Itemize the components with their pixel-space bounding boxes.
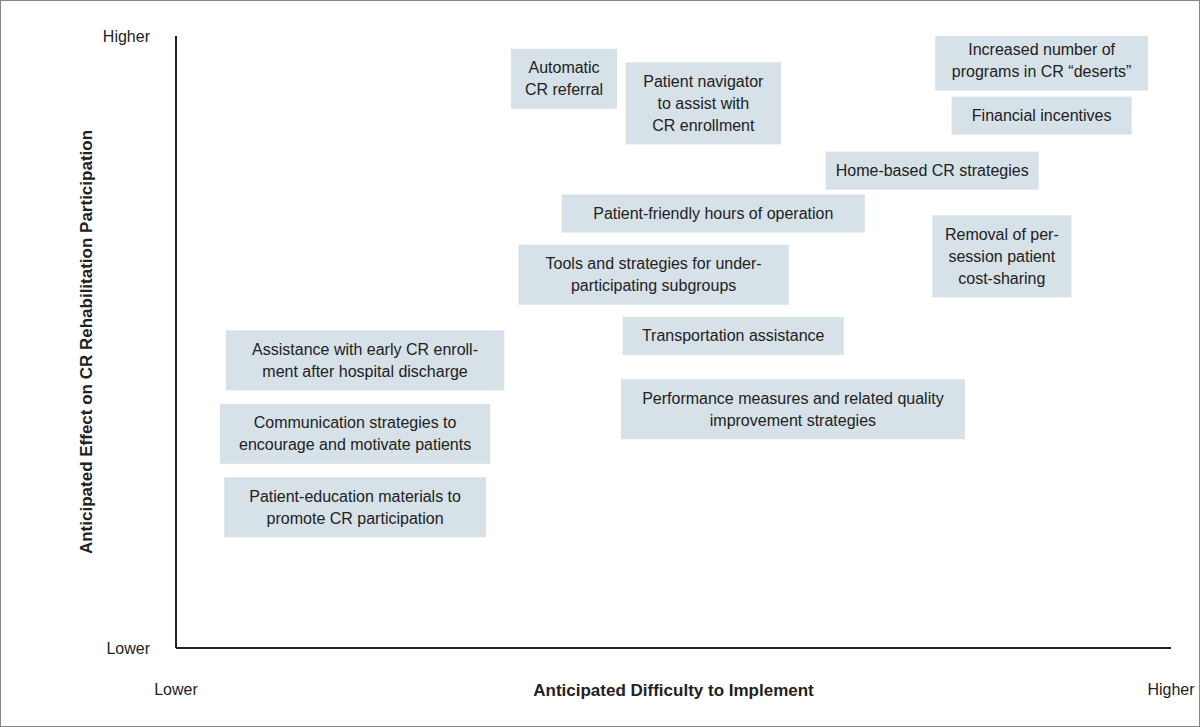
svg-text:Performance measures and relat: Performance measures and related quality… bbox=[642, 390, 944, 429]
svg-text:Tools and strategies for under: Tools and strategies for under-participa… bbox=[546, 255, 762, 294]
svg-text:Patient navigatorto assist wit: Patient navigatorto assist withCR enroll… bbox=[643, 73, 764, 134]
svg-text:AutomaticCR referral: AutomaticCR referral bbox=[525, 59, 603, 98]
svg-text:Home-based CR strategies: Home-based CR strategies bbox=[836, 162, 1029, 179]
svg-text:Assistance with early CR enrol: Assistance with early CR enroll-ment aft… bbox=[252, 341, 478, 380]
svg-text:Lower: Lower bbox=[154, 681, 198, 698]
svg-text:Transportation assistance: Transportation assistance bbox=[642, 327, 825, 344]
svg-text:Lower: Lower bbox=[106, 640, 150, 657]
svg-text:Higher: Higher bbox=[103, 28, 151, 45]
svg-text:Communication strategies toenc: Communication strategies toencourage and… bbox=[239, 414, 471, 453]
svg-text:Financial incentives: Financial incentives bbox=[972, 107, 1112, 124]
svg-text:Patient-friendly hours of oper: Patient-friendly hours of operation bbox=[593, 205, 833, 222]
svg-text:Patient-education materials to: Patient-education materials topromote CR… bbox=[249, 488, 461, 527]
svg-text:Higher: Higher bbox=[1147, 681, 1192, 698]
svg-text:Removal of per-session patient: Removal of per-session patientcost-shari… bbox=[945, 226, 1059, 287]
svg-text:Anticipated Difficulty to Impl: Anticipated Difficulty to Implement bbox=[533, 681, 814, 700]
svg-text:Increased number ofprograms in: Increased number ofprograms in CR “deser… bbox=[952, 41, 1132, 80]
svg-text:Anticipated Effect on CR Rehab: Anticipated Effect on CR Rehabilitation … bbox=[77, 130, 96, 554]
